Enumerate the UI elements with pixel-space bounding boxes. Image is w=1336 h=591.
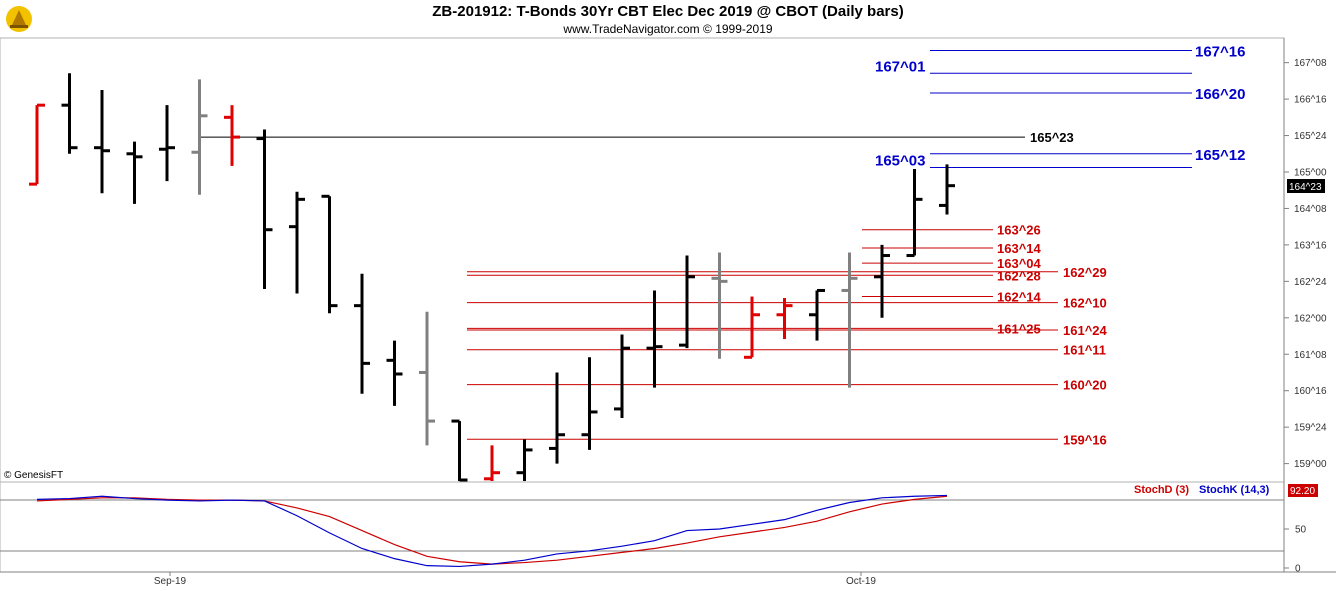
level-label: 166^20 <box>1195 86 1245 103</box>
current-price-label: 164^23 <box>1289 182 1322 193</box>
price-tick-label: 160^16 <box>1294 386 1327 397</box>
ohlc-bar <box>256 129 273 289</box>
current-price-badge <box>1287 179 1325 193</box>
price-tick-label: 165^24 <box>1294 131 1327 142</box>
chart-subtitle: www.TradeNavigator.com © 1999-2019 <box>563 22 773 36</box>
date-tick-label: Oct-19 <box>846 576 876 587</box>
ohlc-bar <box>646 290 663 388</box>
price-tick-label: 166^16 <box>1294 95 1327 106</box>
level-label: 165^12 <box>1195 147 1245 164</box>
price-tick-label: 161^08 <box>1294 350 1327 361</box>
stoch-value-label: 92.20 <box>1290 486 1315 497</box>
level-lines: 167^16 167^01 166^20 165^23 165^12 165^03 163^… <box>200 44 1245 447</box>
level-label: 160^20 <box>1063 378 1107 393</box>
level-label: 167^01 <box>875 58 925 75</box>
price-tick-label: 163^16 <box>1294 240 1327 251</box>
ohlc-bar <box>581 357 598 450</box>
ohlc-bar <box>386 340 403 406</box>
level-label: 162^29 <box>1063 265 1107 280</box>
price-tick-label: 159^00 <box>1294 459 1327 470</box>
ohlc-bar <box>29 103 45 186</box>
ohlc-bar <box>614 334 630 419</box>
ohlc-bar <box>516 439 533 481</box>
ohlc-bar <box>419 311 435 446</box>
ohlc-bar <box>191 79 208 195</box>
level-label: 161^11 <box>1063 343 1106 358</box>
price-tick-label: 159^24 <box>1294 423 1327 434</box>
stochastic-lines: 50 0 <box>36 494 1307 575</box>
price-tick-label: 162^24 <box>1294 277 1327 288</box>
ohlc-bar <box>809 288 825 341</box>
ohlc-bar <box>289 191 305 294</box>
stoch-k-legend: StochK (14,3) <box>1199 484 1270 496</box>
price-tick-label: 162^00 <box>1294 313 1327 324</box>
price-tick-label: 165^00 <box>1294 168 1327 179</box>
ohlc-bar <box>354 273 370 394</box>
ohlc-bar <box>61 73 78 154</box>
stoch-value-badge <box>1288 484 1318 497</box>
level-label: 163^14 <box>997 241 1042 256</box>
ohlc-bar <box>874 244 890 318</box>
date-axis: Sep-19 Oct-19 <box>154 572 876 587</box>
stoch-tick-label: 50 <box>1295 525 1307 536</box>
main-pane <box>0 37 1285 483</box>
chart-title: ZB-201912: T-Bonds 30Yr CBT Elec Dec 201… <box>432 3 904 20</box>
stoch-pane <box>0 481 1285 573</box>
stoch-k-line <box>36 494 948 568</box>
ohlc-bar <box>841 252 858 388</box>
level-label: 167^16 <box>1195 44 1245 61</box>
ohlc-bars <box>29 73 955 482</box>
level-label: 162^28 <box>997 268 1041 283</box>
level-label: 165^03 <box>875 152 925 169</box>
ohlc-bar <box>224 105 240 166</box>
date-tick-label: Sep-19 <box>154 576 187 587</box>
level-label: 163^26 <box>997 223 1041 238</box>
ohlc-bar <box>321 194 338 314</box>
navigator-logo-icon <box>6 6 32 32</box>
ohlc-bar <box>776 298 793 340</box>
ohlc-bar <box>159 105 175 182</box>
level-label: 165^23 <box>1030 130 1074 145</box>
price-tick-label: 164^08 <box>1294 204 1327 215</box>
ohlc-bar <box>484 445 500 481</box>
level-label: 161^25 <box>997 321 1041 336</box>
ohlc-bar <box>679 255 695 349</box>
ohlc-bar <box>451 419 468 482</box>
ohlc-bar <box>939 164 955 215</box>
ohlc-bar <box>906 168 923 258</box>
stoch-d-legend: StochD (3) <box>1134 484 1189 496</box>
stoch-tick-label: 0 <box>1295 564 1301 575</box>
level-label: 163^04 <box>997 256 1042 271</box>
ohlc-bar <box>549 372 565 464</box>
level-label: 162^10 <box>1063 296 1107 311</box>
level-label: 161^24 <box>1063 323 1108 338</box>
genesis-watermark: © GenesisFT <box>4 470 63 481</box>
ohlc-bar <box>94 89 110 194</box>
price-axis: 167^08 166^16 165^24 165^00 164^08 163^16 162^… <box>1284 58 1327 470</box>
ohlc-bar <box>744 296 760 359</box>
price-tick-label: 167^08 <box>1294 58 1327 69</box>
level-label: 159^16 <box>1063 432 1107 447</box>
ohlc-bar <box>711 252 728 359</box>
ohlc-bar <box>126 141 143 204</box>
level-label: 162^14 <box>997 290 1042 305</box>
